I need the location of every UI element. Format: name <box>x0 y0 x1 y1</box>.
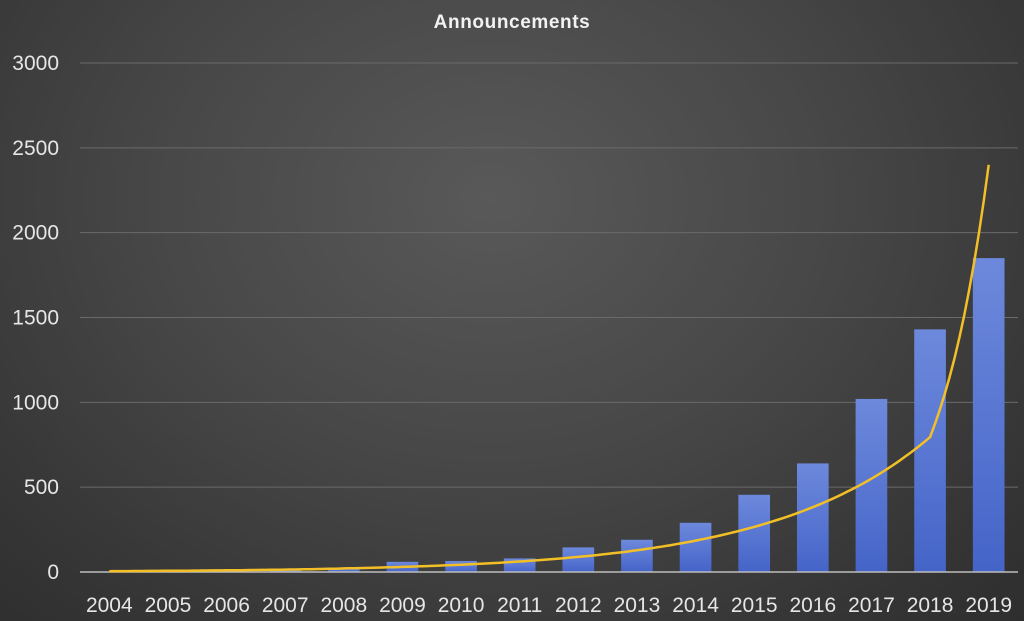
y-tick-label: 3000 <box>12 52 59 75</box>
x-tick-label: 2014 <box>672 594 719 617</box>
bar <box>738 494 771 572</box>
x-tick-label: 2017 <box>848 594 895 617</box>
x-tick-label: 2012 <box>555 594 602 617</box>
y-tick-label: 2500 <box>12 137 59 160</box>
trend-line <box>109 164 990 573</box>
bar <box>562 547 595 572</box>
chart-title: Announcements <box>433 12 591 33</box>
y-tick-label: 1500 <box>12 307 59 330</box>
y-axis-tick-labels: 0 500 1000 1500 2000 2500 3000 <box>12 52 59 584</box>
y-tick-label: 2000 <box>12 222 59 245</box>
x-tick-label: 2019 <box>965 594 1012 617</box>
x-axis-tick-labels: 2004 2005 2006 2007 2008 2009 2010 2011 2012 2013… <box>86 594 1012 617</box>
x-tick-label: 2004 <box>86 594 133 617</box>
y-tick-label: 1000 <box>12 391 59 414</box>
x-tick-label: 2011 <box>497 594 542 617</box>
bar <box>621 539 653 572</box>
x-tick-label: 2013 <box>614 594 661 617</box>
x-tick-label: 2005 <box>145 594 192 617</box>
bar-series <box>93 258 1005 572</box>
bar <box>796 463 829 572</box>
x-tick-label: 2006 <box>203 594 250 617</box>
bar <box>914 329 946 572</box>
bar <box>269 570 302 572</box>
x-tick-label: 2007 <box>262 594 309 617</box>
x-tick-label: 2009 <box>379 594 426 617</box>
bar <box>972 258 1005 572</box>
bar <box>445 560 477 572</box>
bar <box>327 567 360 572</box>
bar <box>679 522 712 572</box>
y-tick-label: 500 <box>24 476 59 499</box>
x-tick-label: 2018 <box>907 594 954 617</box>
x-tick-label: 2010 <box>438 594 485 617</box>
x-tick-label: 2016 <box>789 594 836 617</box>
y-tick-label: 0 <box>47 561 59 584</box>
x-tick-label: 2008 <box>320 594 367 617</box>
x-tick-label: 2015 <box>731 594 778 617</box>
trend-series <box>109 164 990 573</box>
